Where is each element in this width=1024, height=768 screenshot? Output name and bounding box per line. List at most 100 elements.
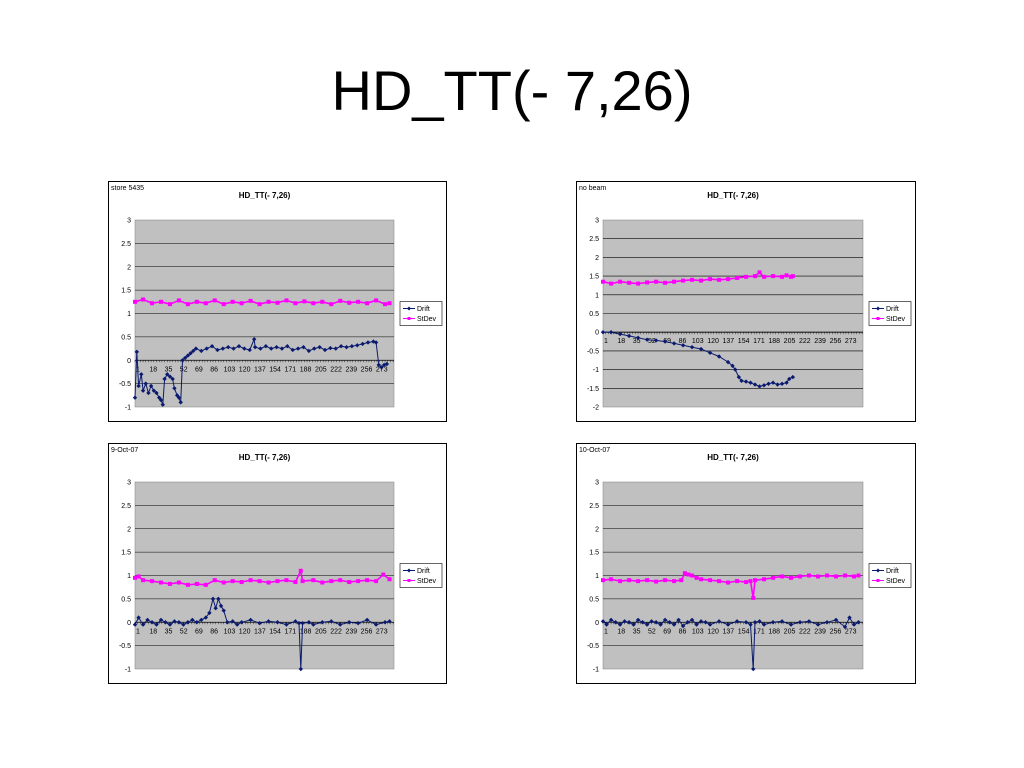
data-point-stdev <box>699 577 704 582</box>
data-point-drift <box>824 620 830 625</box>
data-point-stdev <box>771 575 776 580</box>
legend-label: Drift <box>417 306 430 313</box>
x-tick-label: 69 <box>195 628 203 635</box>
data-point-stdev <box>790 274 795 279</box>
data-point-stdev <box>682 571 687 576</box>
data-point-stdev <box>717 579 722 584</box>
corner-label: no beam <box>579 185 606 192</box>
x-tick-label: 154 <box>738 338 750 345</box>
data-point-stdev <box>726 580 731 585</box>
chart-title: HD_TT(- 7,26) <box>239 453 291 462</box>
x-tick-label: 273 <box>845 628 857 635</box>
data-point-stdev <box>230 579 235 584</box>
y-tick-label: 0.5 <box>121 596 131 603</box>
data-point-drift <box>154 622 159 627</box>
chart-panel-top-right: no beam HD_TT(- 7,26) 3 2.5 2 1.5 1 0.5 0 -0.5 -1 -… <box>576 181 916 422</box>
data-point-drift <box>248 617 253 623</box>
data-point-stdev <box>816 574 821 579</box>
x-tick-label: 205 <box>784 338 796 345</box>
data-point-stdev <box>133 575 137 580</box>
data-point-stdev <box>141 297 146 302</box>
data-point-stdev <box>780 574 785 579</box>
data-point-stdev <box>748 579 753 584</box>
data-point-stdev <box>381 572 386 577</box>
data-point-drift <box>172 386 177 391</box>
data-point-drift <box>379 365 384 370</box>
data-point-stdev <box>627 578 632 583</box>
data-point-drift <box>338 622 343 627</box>
data-point-stdev <box>293 580 298 585</box>
slide-title: HD_TT(- 7,26) <box>331 59 693 122</box>
data-point-drift <box>752 620 758 625</box>
x-tick-label: 171 <box>285 628 297 635</box>
data-point-stdev <box>257 302 262 307</box>
x-tick-label: 273 <box>376 628 388 635</box>
data-point-drift <box>263 344 269 349</box>
x-tick-label: 256 <box>361 366 373 373</box>
x-tick-label: 239 <box>814 628 826 635</box>
data-point-stdev <box>356 299 361 304</box>
data-point-drift <box>185 620 191 625</box>
y-tick-label: 3 <box>595 218 599 225</box>
data-point-drift <box>178 400 183 405</box>
data-point-drift <box>174 393 180 398</box>
x-tick-label: 103 <box>224 366 236 373</box>
y-tick-label: 0.5 <box>589 596 599 603</box>
x-tick-label: 222 <box>330 366 342 373</box>
data-point-drift <box>680 623 686 629</box>
data-point-stdev <box>387 301 392 306</box>
y-tick-label: 1 <box>127 311 131 318</box>
data-point-drift <box>349 344 355 349</box>
y-tick-label: 0.5 <box>121 334 131 341</box>
data-point-stdev <box>311 301 316 306</box>
data-point-stdev <box>609 281 614 286</box>
data-point-drift <box>600 330 606 335</box>
data-point-stdev <box>133 299 137 304</box>
data-point-stdev <box>825 573 830 578</box>
legend <box>868 301 912 326</box>
x-tick-label: 86 <box>679 338 687 345</box>
data-point-drift <box>279 346 285 351</box>
x-tick-label: 171 <box>285 366 297 373</box>
data-point-drift <box>225 620 230 625</box>
data-point-stdev <box>751 595 756 600</box>
y-tick-label: -1 <box>593 367 599 374</box>
data-point-drift <box>193 346 199 351</box>
chart-svg: 10-Oct-07 HD_TT(- 7,26) 3 2.5 2 1.5 1 0.5 0 -0.5 -… <box>579 447 912 674</box>
y-tick-label: 3 <box>127 480 131 487</box>
data-point-drift <box>676 617 681 623</box>
data-point-stdev <box>329 579 334 584</box>
data-point-stdev <box>221 580 226 585</box>
data-point-stdev <box>694 575 699 580</box>
data-point-stdev <box>762 577 767 582</box>
data-point-drift <box>806 619 812 624</box>
y-tick-label: 1 <box>595 292 599 299</box>
data-point-stdev <box>212 578 217 583</box>
legend-marker-stdev <box>407 317 411 320</box>
data-point-stdev <box>601 279 605 284</box>
series-line-drift <box>602 616 859 670</box>
x-tick-label: 103 <box>224 628 236 635</box>
x-tick-label: 205 <box>315 366 327 373</box>
data-point-drift <box>185 353 191 358</box>
data-point-drift <box>163 620 168 625</box>
data-point-stdev <box>298 568 303 573</box>
data-point-stdev <box>798 574 803 579</box>
data-point-stdev <box>757 270 762 275</box>
data-point-drift <box>182 355 188 361</box>
data-point-drift <box>234 622 240 627</box>
chart-svg: 9-Oct-07 HD_TT(- 7,26) 3 2.5 2 1.5 1 0.5 0 -0.5 -1… <box>111 447 443 674</box>
data-point-drift <box>172 619 177 624</box>
data-point-stdev <box>690 277 695 282</box>
data-point-drift <box>154 390 159 396</box>
data-point-stdev <box>618 279 623 284</box>
data-point-stdev <box>618 579 623 584</box>
x-tick-label: 256 <box>830 338 842 345</box>
x-tick-label: 222 <box>330 628 342 635</box>
legend-marker-drift <box>876 306 880 311</box>
data-point-drift <box>653 338 659 343</box>
y-tick-label: -1 <box>593 667 599 674</box>
data-point-drift <box>306 348 312 354</box>
x-tick-label: 154 <box>738 628 750 635</box>
y-tick-label: 0 <box>595 620 599 627</box>
